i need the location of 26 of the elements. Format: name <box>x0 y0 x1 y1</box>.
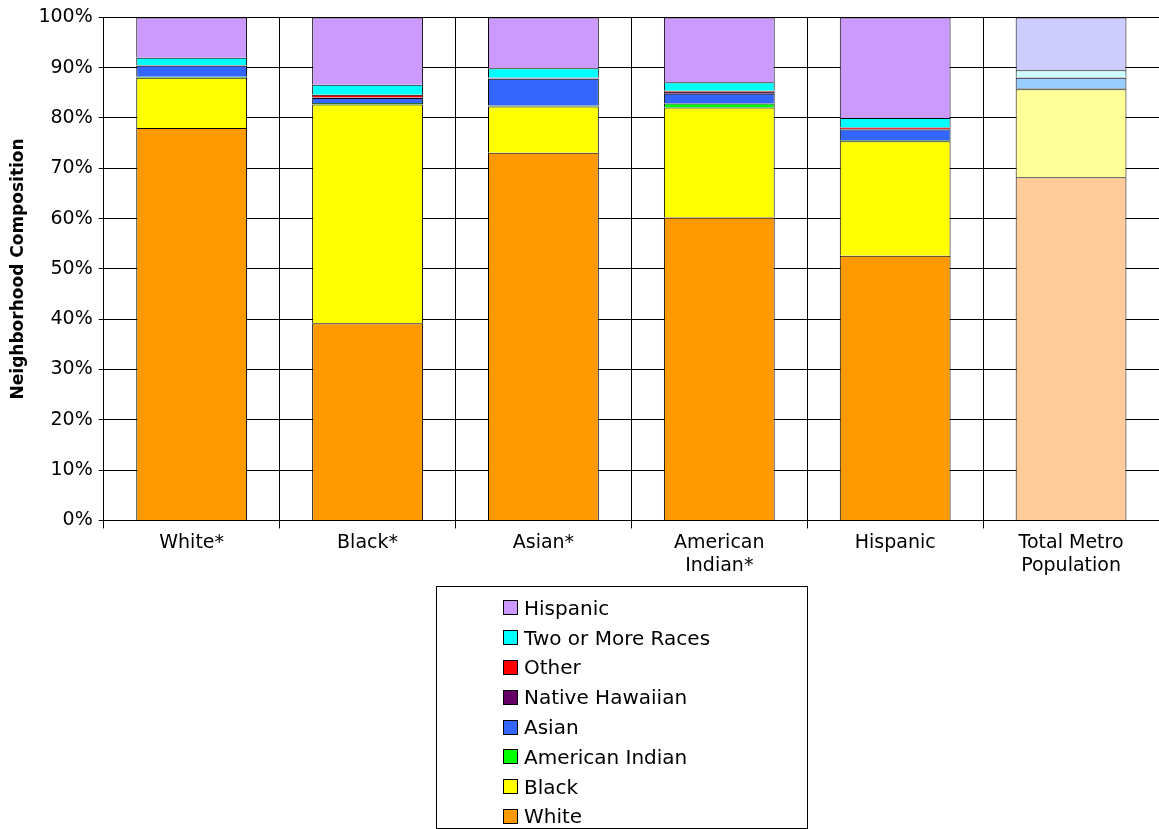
y-tick-label: 0% <box>62 507 93 530</box>
y-tick-label: 100% <box>38 4 93 27</box>
x-tick-label: Total Metro Population <box>1017 529 1124 575</box>
legend-label: White <box>524 804 583 829</box>
y-tick-label: 90% <box>50 54 93 77</box>
legend-label: American Indian <box>524 744 688 769</box>
x-tick-label: Hispanic <box>854 529 936 552</box>
y-tick-label: 60% <box>50 205 93 228</box>
y-tick-label: 20% <box>50 406 93 429</box>
y-axis-title: Neighborhood Composition <box>6 138 27 400</box>
x-tick-label: Asian* <box>512 529 575 552</box>
y-tick-label: 80% <box>50 104 93 127</box>
legend-label: Asian <box>524 715 579 740</box>
legend-label: Two or More Races <box>524 625 711 650</box>
y-tick-label: 70% <box>50 155 93 178</box>
legend-label: Other <box>524 655 581 680</box>
legend-label: Hispanic <box>524 595 610 620</box>
y-tick-label: 10% <box>50 457 93 480</box>
y-tick-label: 50% <box>50 255 93 278</box>
legend-label: Black <box>524 774 579 799</box>
x-tick-label: American Indian* <box>674 529 765 575</box>
x-tick-label: White* <box>159 529 225 552</box>
y-tick-label: 30% <box>50 356 93 379</box>
y-tick-label: 40% <box>50 306 93 329</box>
legend-label: Native Hawaiian <box>524 685 688 710</box>
x-tick-label: Black* <box>337 529 398 552</box>
